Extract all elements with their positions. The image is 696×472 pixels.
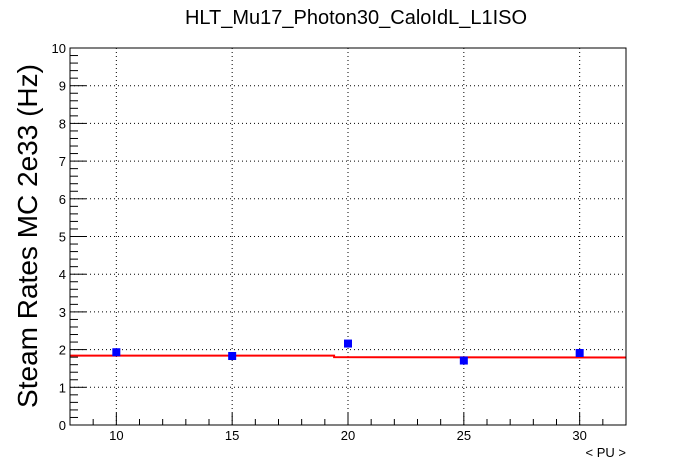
tick-labels: 10 15 20 25 30 0 1 2 3 4 5 6 7 8 9 10 [52,41,587,443]
x-tick-label: 30 [572,428,586,443]
y-tick-label: 8 [59,116,66,131]
data-point [112,348,121,357]
x-tick-label: 25 [457,428,471,443]
chart-title: HLT_Mu17_Photon30_CaloIdL_L1ISO [185,7,527,29]
y-tick-label: 0 [59,418,66,433]
data-point [344,339,352,348]
grid-lines [70,48,626,425]
y-axis-label: Steam Rates MC 2e33 (Hz) [12,64,43,408]
y-tick-label: 3 [59,305,66,320]
x-tick-label: 15 [225,428,239,443]
x-tick-label: 20 [341,428,355,443]
y-tick-label: 2 [59,343,66,358]
y-tick-label: 10 [52,41,66,56]
y-tick-label: 6 [59,192,66,207]
x-tick-label: 10 [109,428,123,443]
data-point [459,356,468,365]
data-point [575,348,584,357]
fit-line-group [70,354,627,359]
y-tick-label: 7 [59,154,66,169]
y-tick-label: 5 [59,230,66,245]
data-point [228,352,237,361]
y-tick-label: 1 [59,380,66,395]
x-axis-label: < PU > [586,445,626,460]
y-tick-label: 9 [59,79,66,94]
data-points [112,339,584,365]
y-tick-label: 4 [59,267,66,282]
fit-line [70,354,627,359]
axis-ticks [69,47,627,426]
